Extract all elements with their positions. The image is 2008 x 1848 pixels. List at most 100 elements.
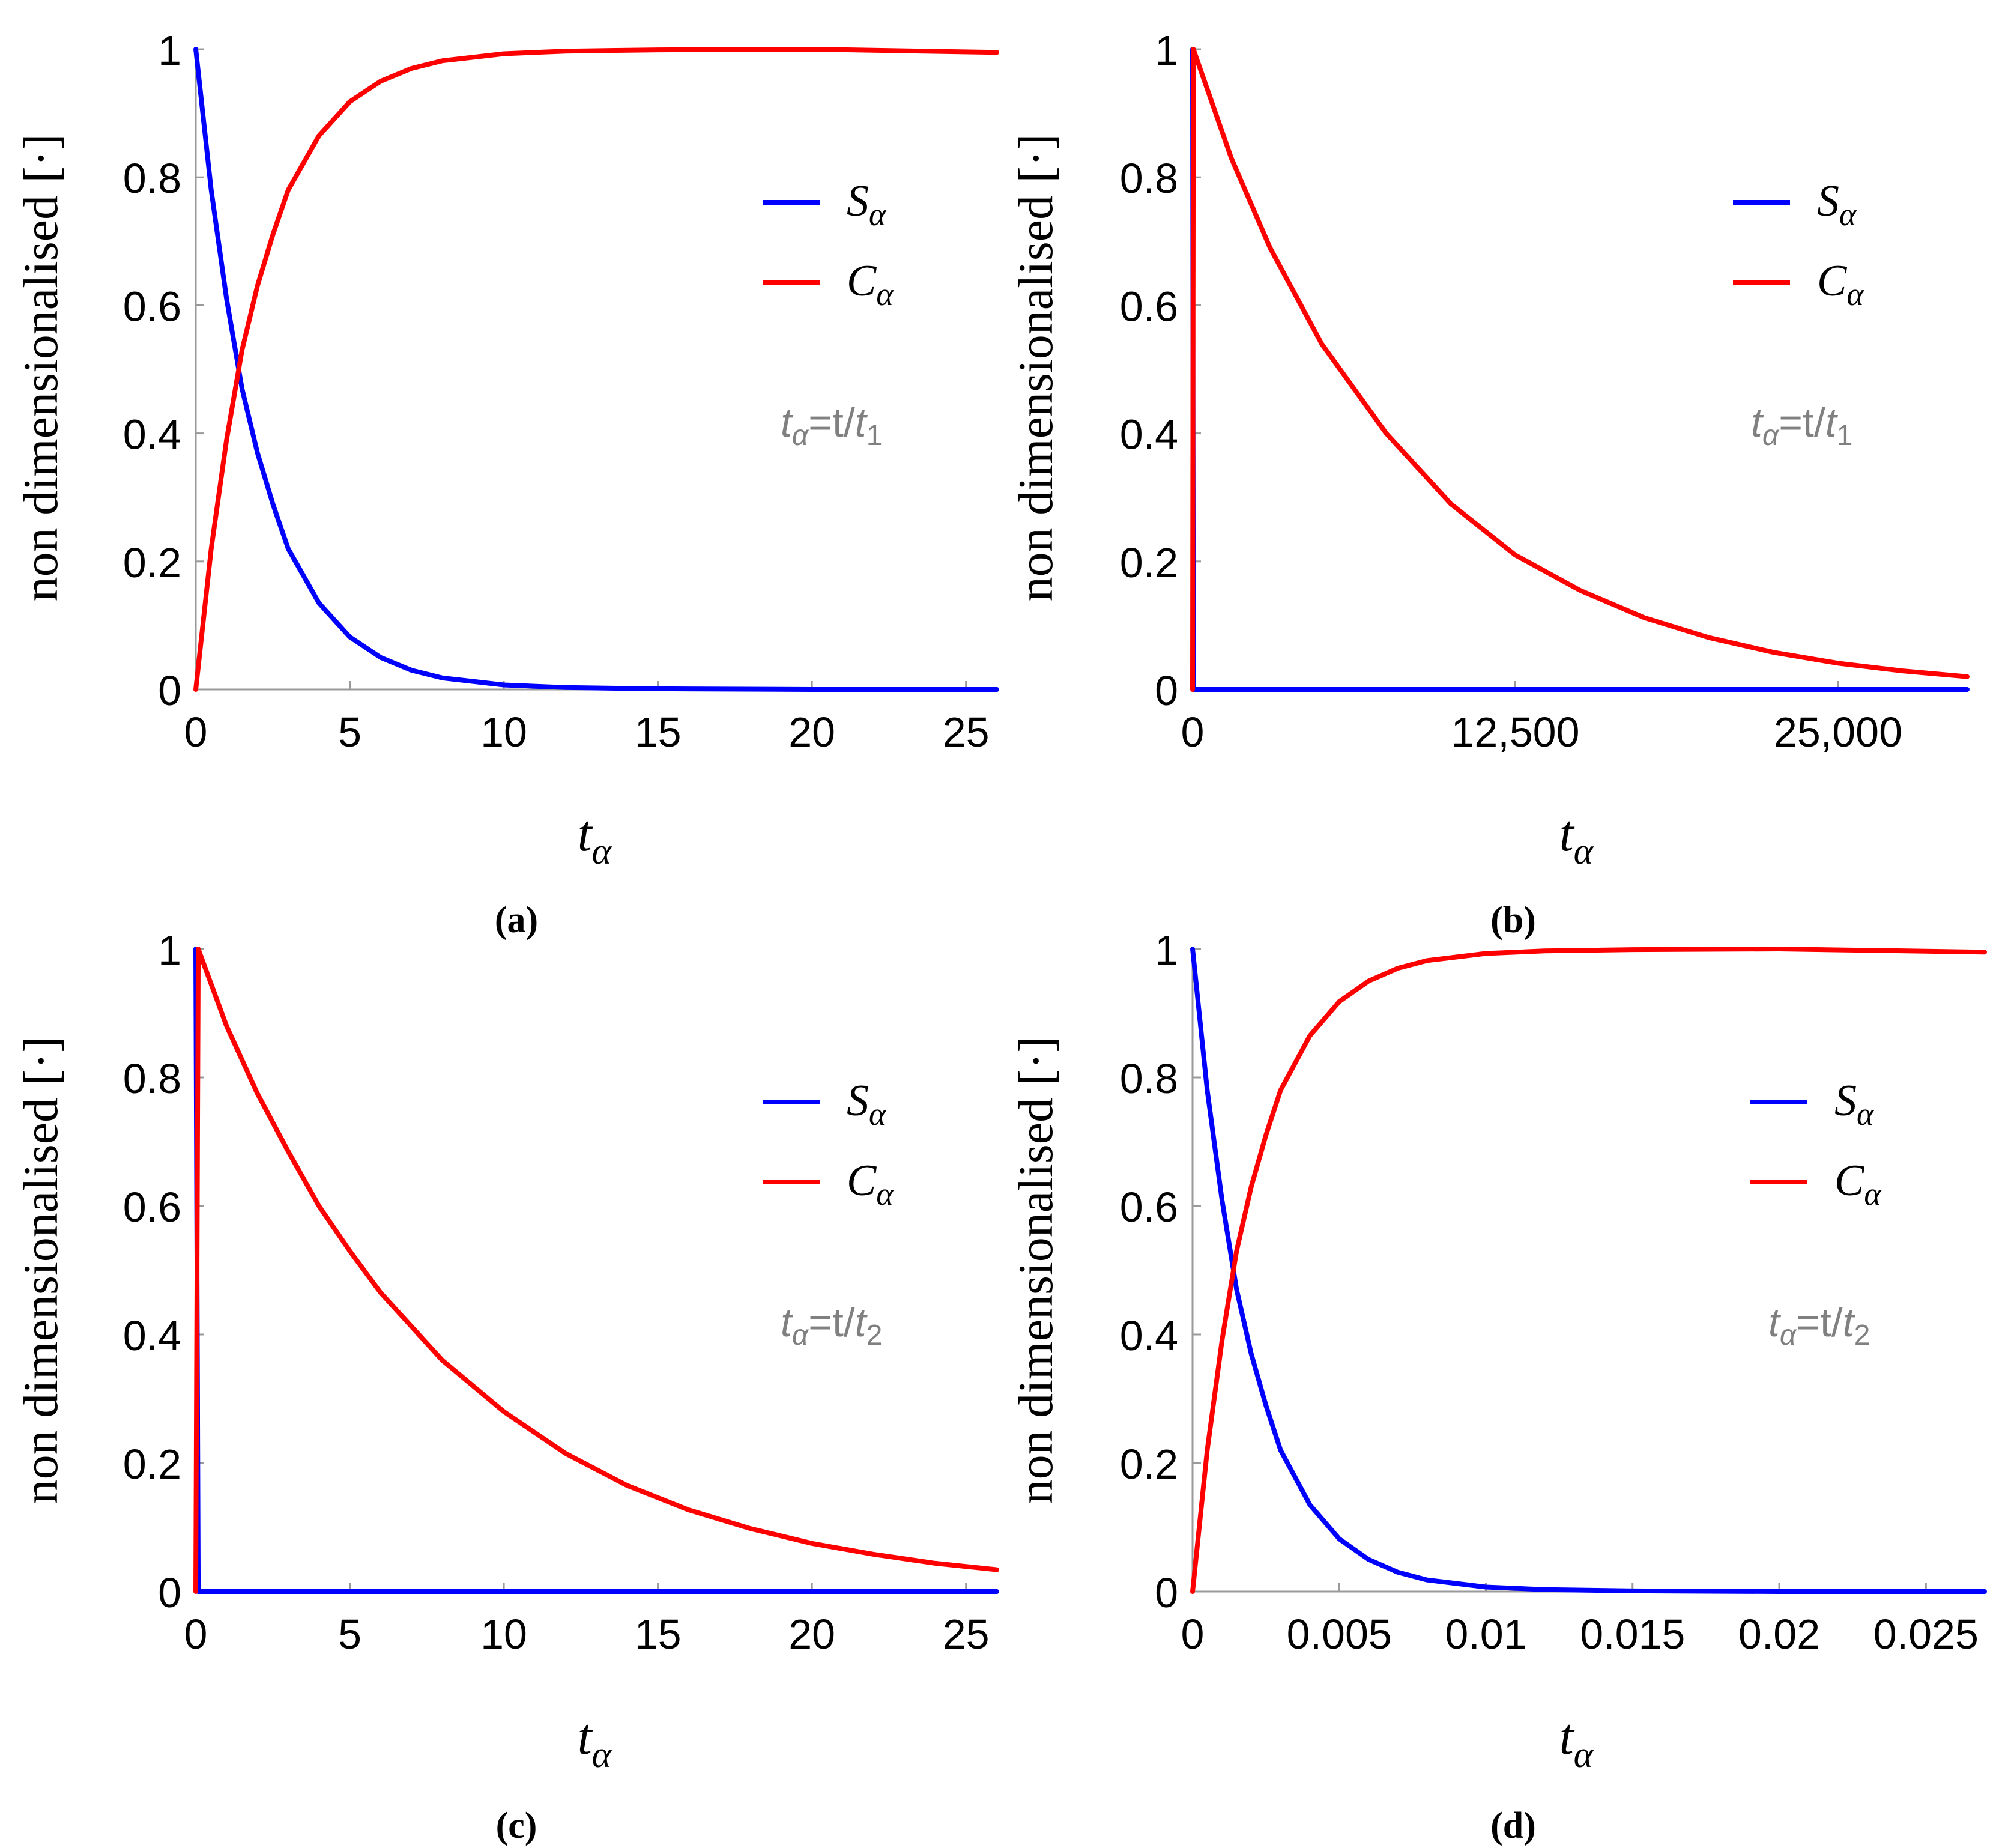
x-tick-label: 0.01	[1445, 1611, 1526, 1658]
x-axis-label: tα	[1559, 1707, 1594, 1775]
y-axis-label: non dimensionalised [·]	[1008, 134, 1063, 602]
legend-label-sub: α	[1857, 1096, 1875, 1132]
x-axis-label-main: t	[1559, 804, 1575, 862]
x-tick-label: 20	[788, 1611, 835, 1658]
legend-label-main: S	[847, 1076, 869, 1125]
x-axis-label-sub: α	[1574, 1734, 1594, 1775]
x-tick-label: 0	[1181, 1611, 1205, 1658]
legend-label-sub: α	[869, 1096, 887, 1132]
note-sub: α	[792, 1319, 809, 1351]
x-tick-label: 15	[635, 1611, 682, 1658]
legend-label-S-alpha: Sα	[1834, 1076, 1875, 1132]
panel-caption: (b)	[1490, 900, 1536, 941]
note-sub: α	[792, 420, 809, 452]
legend-label-sub: α	[1846, 276, 1864, 312]
x-axis-label: tα	[578, 1707, 612, 1775]
legend-label-main: S	[1817, 177, 1839, 226]
y-tick-label: 0.8	[1120, 155, 1178, 202]
series-line-C-alpha	[193, 47, 999, 692]
legend-label-main: C	[847, 1156, 877, 1205]
panel-caption: (a)	[495, 900, 538, 941]
legend-label-C-alpha: Cα	[847, 256, 894, 312]
x-tick-label: 5	[338, 1611, 361, 1658]
x-tick-label: 0	[184, 1611, 208, 1658]
x-axis-label: tα	[1559, 804, 1594, 872]
legend-label-main: C	[1817, 256, 1848, 306]
y-tick-label: 0.2	[1120, 1441, 1178, 1488]
x-tick-label: 10	[480, 1611, 527, 1658]
note-sub: α	[1780, 1319, 1797, 1351]
y-tick-label: 0	[158, 1569, 181, 1616]
legend-label-main: C	[1834, 1156, 1865, 1205]
y-axis-label: non dimensionalised [·]	[1008, 1037, 1063, 1504]
x-tick-label: 12,500	[1451, 709, 1579, 756]
y-tick-label: 0.8	[1120, 1055, 1178, 1102]
legend-label-S-alpha: Sα	[847, 1076, 887, 1132]
x-tick-label: 0.005	[1287, 1611, 1392, 1658]
time-scale-note: tα=t/t2	[781, 1300, 882, 1351]
y-tick-label: 0.8	[123, 1055, 181, 1102]
legend-label-C-alpha: Cα	[1817, 256, 1864, 312]
x-axis-label: tα	[578, 804, 612, 872]
panel-caption: (d)	[1490, 1805, 1536, 1846]
y-tick-label: 1	[158, 927, 181, 974]
y-tick-label: 0.2	[123, 1441, 181, 1488]
note-sub2: 1	[866, 420, 883, 452]
series-line-S-alpha	[193, 47, 999, 692]
x-tick-label: 0.015	[1580, 1611, 1685, 1658]
y-tick-label: 0.6	[1120, 1184, 1178, 1231]
legend-label-C-alpha: Cα	[847, 1156, 894, 1212]
y-tick-label: 0.8	[123, 155, 181, 202]
series-line-S-alpha	[193, 947, 999, 1594]
chart-panel-b: 0 0.2 0.4 0.6 0.8 1 0 12,500 25,000 non dimension…	[1008, 27, 1970, 941]
x-tick-label: 0.02	[1738, 1611, 1820, 1658]
note-t2: t	[1843, 1300, 1856, 1345]
legend-label-S-alpha: Sα	[1817, 177, 1857, 232]
note-sub2: 1	[1837, 420, 1853, 452]
y-tick-label: 0.6	[123, 283, 181, 330]
x-tick-label: 15	[635, 709, 682, 756]
note-t: t	[781, 400, 794, 446]
series-line-S-alpha	[1190, 47, 1970, 692]
note-sub2: 2	[866, 1319, 883, 1351]
chart-panel-d: 0 0.2 0.4 0.6 0.8 1 0 0.005 0.01 0.015 0.02 0.025 no…	[1008, 927, 1987, 1846]
x-tick-label: 0	[1181, 709, 1205, 756]
y-tick-label: 1	[1155, 927, 1178, 974]
x-tick-label: 0.025	[1873, 1611, 1979, 1658]
x-axis-label-main: t	[1559, 1707, 1575, 1765]
note-mid: =t/	[808, 400, 855, 446]
x-tick-label: 0	[184, 709, 208, 756]
legend-label-sub: α	[1864, 1176, 1882, 1212]
series-line-C-alpha	[193, 947, 999, 1594]
note-t2: t	[1825, 400, 1839, 446]
series-line-C-alpha	[1190, 947, 1987, 1594]
x-tick-label: 5	[338, 709, 361, 756]
x-tick-label: 25	[943, 1611, 990, 1658]
note-mid: =t/	[808, 1300, 855, 1345]
note-mid: =t/	[1796, 1300, 1843, 1345]
y-tick-label: 0.6	[1120, 283, 1178, 330]
note-t2: t	[855, 400, 868, 446]
y-tick-label: 0.4	[123, 1312, 181, 1359]
y-tick-label: 0.4	[123, 411, 181, 458]
legend-label-sub: α	[1839, 196, 1857, 232]
x-tick-label: 20	[788, 709, 835, 756]
y-axis-label: non dimensionalised [·]	[13, 134, 68, 602]
legend-label-sub: α	[876, 276, 894, 312]
panel-caption: (c)	[496, 1805, 537, 1846]
note-t: t	[1751, 400, 1764, 446]
note-mid: =t/	[1779, 400, 1825, 446]
x-axis-label-sub: α	[592, 831, 612, 872]
note-t: t	[781, 1300, 794, 1345]
series-line-C-alpha	[1190, 47, 1970, 692]
time-scale-note: tα=t/t1	[1751, 400, 1852, 452]
legend-label-sub: α	[876, 1176, 894, 1212]
y-tick-label: 0.6	[123, 1184, 181, 1231]
x-axis-label-main: t	[578, 1707, 593, 1765]
x-axis-label-sub: α	[592, 1734, 612, 1775]
note-t2: t	[855, 1300, 868, 1345]
y-tick-label: 0.4	[1120, 1312, 1178, 1359]
